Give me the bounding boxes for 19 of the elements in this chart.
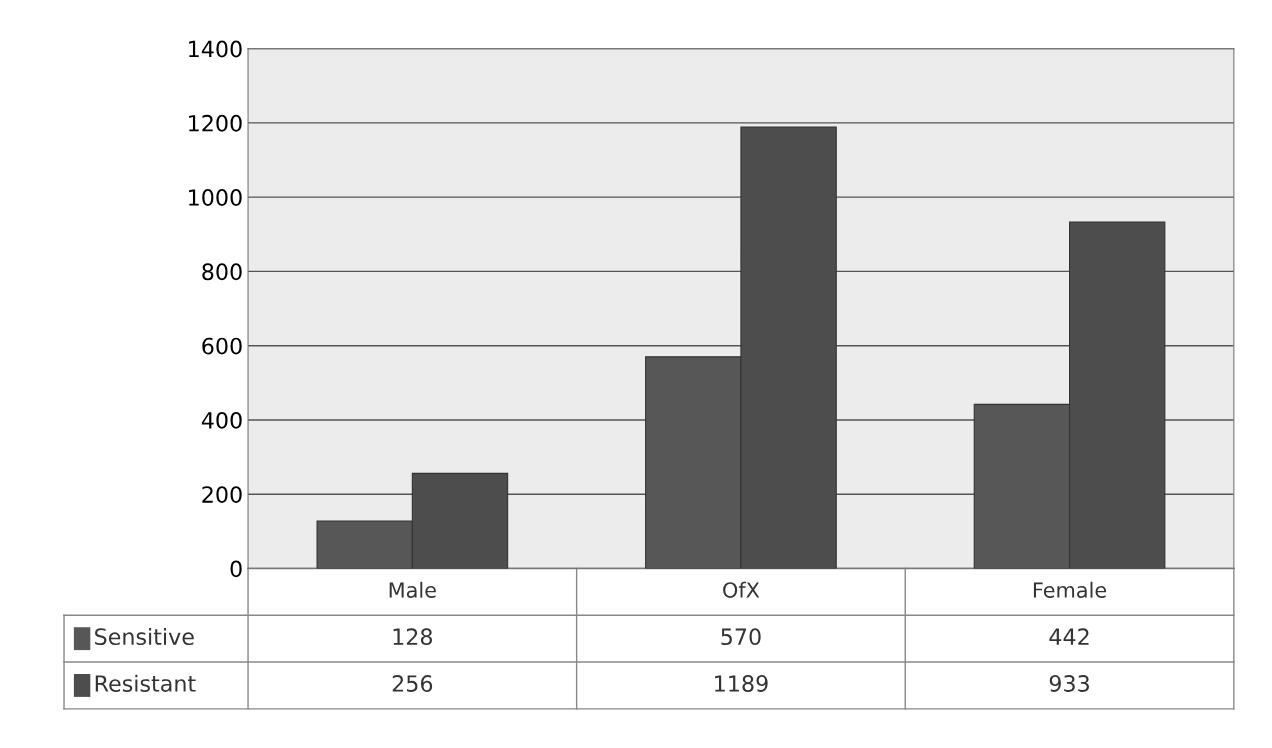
y-tick-label: 200: [202, 486, 242, 503]
y-tick-label: 400: [201, 411, 242, 429]
data-label: 128: [393, 628, 433, 646]
data-label: 442: [1049, 628, 1089, 645]
y-tick-label: 1400: [189, 40, 242, 58]
x-tick-label: OfX: [723, 581, 760, 598]
x-tick-label: Female: [1033, 581, 1107, 598]
legend-label: Resistant: [95, 674, 196, 692]
data-label: 933: [1049, 675, 1089, 692]
data-label: 256: [392, 675, 433, 692]
y-tick-label: 1200: [189, 114, 242, 132]
data-label: 1189: [715, 675, 768, 692]
y-tick-label: 600: [202, 337, 242, 355]
y-tick-label: 800: [202, 263, 242, 281]
y-tick-label: 1000: [189, 189, 242, 206]
data-label: 570: [721, 628, 761, 646]
y-tick-label: 0: [230, 560, 242, 578]
legend-label: Sensitive: [95, 627, 194, 646]
x-tick-label: Male: [389, 581, 436, 598]
